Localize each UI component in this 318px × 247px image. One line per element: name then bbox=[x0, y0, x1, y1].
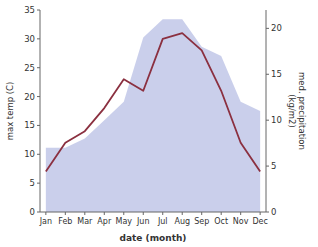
y-axis-line bbox=[40, 10, 41, 212]
y2-tick bbox=[266, 28, 269, 29]
x-tick bbox=[84, 212, 85, 215]
x-tick-label: Jan bbox=[39, 217, 52, 226]
y2-tick bbox=[266, 166, 269, 167]
y-tick bbox=[37, 67, 40, 68]
y2-tick bbox=[266, 74, 269, 75]
x-tick bbox=[260, 212, 261, 215]
y-tick-label: 5 bbox=[30, 178, 35, 188]
y-tick-label: 35 bbox=[24, 5, 35, 15]
y2-tick-label: 0 bbox=[271, 207, 276, 217]
background bbox=[0, 0, 318, 247]
x-tick bbox=[240, 212, 241, 215]
y-tick bbox=[37, 125, 40, 126]
y2-axis-title-line: (kg/m2) bbox=[287, 94, 297, 128]
x-tick bbox=[123, 212, 124, 215]
x-tick-label: Dec bbox=[252, 217, 267, 226]
x-axis-line bbox=[40, 212, 266, 213]
x-tick-label: Jul bbox=[157, 217, 168, 226]
y-tick bbox=[37, 212, 40, 213]
x-tick-label: Mar bbox=[77, 217, 93, 226]
x-tick-label: May bbox=[116, 217, 133, 226]
y2-tick bbox=[266, 120, 269, 121]
y2-tick-label: 5 bbox=[271, 161, 276, 171]
x-tick-label: Oct bbox=[214, 217, 228, 226]
y-tick-label: 15 bbox=[24, 120, 35, 130]
temperature-line bbox=[46, 33, 260, 172]
y-tick bbox=[37, 10, 40, 11]
x-tick-label: Jun bbox=[136, 217, 150, 226]
plot-area bbox=[46, 19, 260, 212]
y-tick bbox=[37, 38, 40, 39]
y2-axis-line bbox=[266, 10, 267, 212]
y-tick-label: 25 bbox=[24, 63, 35, 73]
y-tick-label: 30 bbox=[24, 34, 35, 44]
x-tick bbox=[104, 212, 105, 215]
x-tick-label: Apr bbox=[97, 217, 112, 226]
chart: 0 5 10 15 20 25 30 35 0 5 10 15 20 Jan Feb Mar Apr MayJun… bbox=[0, 0, 318, 247]
y2-tick-label: 20 bbox=[271, 23, 282, 33]
y-tick-label: 10 bbox=[24, 149, 35, 159]
x-tick bbox=[182, 212, 183, 215]
y-axis-title: max temp (C) bbox=[5, 82, 15, 141]
x-tick-label: Feb bbox=[58, 217, 72, 226]
y2-axis-title: med. precipitation(kg/m2) bbox=[287, 72, 307, 150]
y-tick bbox=[37, 183, 40, 184]
x-tick bbox=[221, 212, 222, 215]
x-tick bbox=[65, 212, 66, 215]
y-tick-label: 0 bbox=[30, 207, 35, 217]
y-tick bbox=[37, 96, 40, 97]
y2-tick bbox=[266, 212, 269, 213]
y-tick-label: 20 bbox=[24, 92, 35, 102]
y2-tick-label: 10 bbox=[271, 115, 282, 125]
precipitation-area bbox=[46, 19, 260, 212]
x-tick bbox=[162, 212, 163, 215]
x-tick bbox=[45, 212, 46, 215]
x-tick bbox=[143, 212, 144, 215]
x-tick-label: Nov bbox=[233, 217, 249, 226]
x-tick bbox=[201, 212, 202, 215]
x-tick-label: Aug bbox=[174, 217, 190, 226]
y2-axis-title-line: med. precipitation bbox=[297, 72, 307, 150]
y2-tick-label: 15 bbox=[271, 69, 282, 79]
x-tick-label: Sep bbox=[194, 217, 209, 226]
x-axis-title: date (month) bbox=[120, 233, 187, 243]
y-tick bbox=[37, 154, 40, 155]
